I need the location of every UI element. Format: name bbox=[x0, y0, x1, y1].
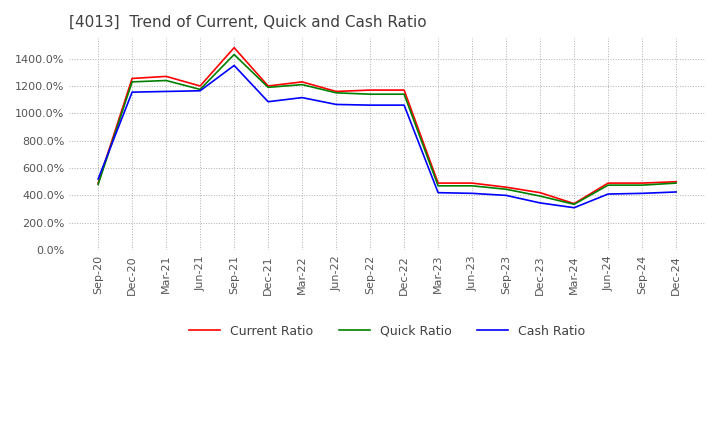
Current Ratio bbox=[298, 79, 307, 84]
Quick Ratio bbox=[264, 85, 272, 90]
Quick Ratio bbox=[366, 92, 374, 97]
Current Ratio bbox=[128, 76, 137, 81]
Quick Ratio bbox=[468, 183, 477, 188]
Current Ratio bbox=[570, 201, 578, 206]
Line: Current Ratio: Current Ratio bbox=[98, 48, 676, 204]
Cash Ratio bbox=[536, 200, 544, 205]
Line: Cash Ratio: Cash Ratio bbox=[98, 66, 676, 208]
Current Ratio bbox=[162, 74, 171, 79]
Quick Ratio bbox=[162, 78, 171, 83]
Line: Quick Ratio: Quick Ratio bbox=[98, 55, 676, 204]
Cash Ratio bbox=[638, 191, 647, 196]
Current Ratio bbox=[366, 88, 374, 93]
Cash Ratio bbox=[570, 205, 578, 210]
Current Ratio bbox=[672, 179, 680, 184]
Current Ratio bbox=[604, 180, 613, 186]
Quick Ratio bbox=[536, 194, 544, 199]
Quick Ratio bbox=[604, 183, 613, 188]
Cash Ratio bbox=[298, 95, 307, 100]
Cash Ratio bbox=[128, 89, 137, 95]
Cash Ratio bbox=[162, 89, 171, 94]
Quick Ratio bbox=[94, 182, 102, 187]
Cash Ratio bbox=[468, 191, 477, 196]
Quick Ratio bbox=[128, 79, 137, 84]
Current Ratio bbox=[502, 184, 510, 190]
Current Ratio bbox=[196, 83, 204, 88]
Cash Ratio bbox=[672, 189, 680, 194]
Cash Ratio bbox=[94, 176, 102, 182]
Quick Ratio bbox=[298, 82, 307, 87]
Current Ratio bbox=[400, 88, 408, 93]
Current Ratio bbox=[264, 83, 272, 88]
Current Ratio bbox=[536, 190, 544, 195]
Quick Ratio bbox=[230, 52, 238, 57]
Quick Ratio bbox=[570, 202, 578, 207]
Legend: Current Ratio, Quick Ratio, Cash Ratio: Current Ratio, Quick Ratio, Cash Ratio bbox=[184, 320, 590, 343]
Cash Ratio bbox=[433, 190, 442, 195]
Quick Ratio bbox=[433, 183, 442, 188]
Cash Ratio bbox=[604, 191, 613, 197]
Current Ratio bbox=[638, 180, 647, 186]
Cash Ratio bbox=[230, 63, 238, 68]
Quick Ratio bbox=[672, 180, 680, 186]
Quick Ratio bbox=[400, 92, 408, 97]
Quick Ratio bbox=[502, 187, 510, 192]
Quick Ratio bbox=[332, 90, 341, 95]
Quick Ratio bbox=[638, 183, 647, 188]
Current Ratio bbox=[94, 180, 102, 186]
Cash Ratio bbox=[400, 103, 408, 108]
Cash Ratio bbox=[502, 193, 510, 198]
Cash Ratio bbox=[366, 103, 374, 108]
Quick Ratio bbox=[196, 87, 204, 92]
Cash Ratio bbox=[264, 99, 272, 104]
Current Ratio bbox=[332, 89, 341, 94]
Cash Ratio bbox=[332, 102, 341, 107]
Current Ratio bbox=[433, 180, 442, 186]
Current Ratio bbox=[468, 180, 477, 186]
Text: [4013]  Trend of Current, Quick and Cash Ratio: [4013] Trend of Current, Quick and Cash … bbox=[69, 15, 427, 30]
Cash Ratio bbox=[196, 88, 204, 93]
Current Ratio bbox=[230, 45, 238, 50]
